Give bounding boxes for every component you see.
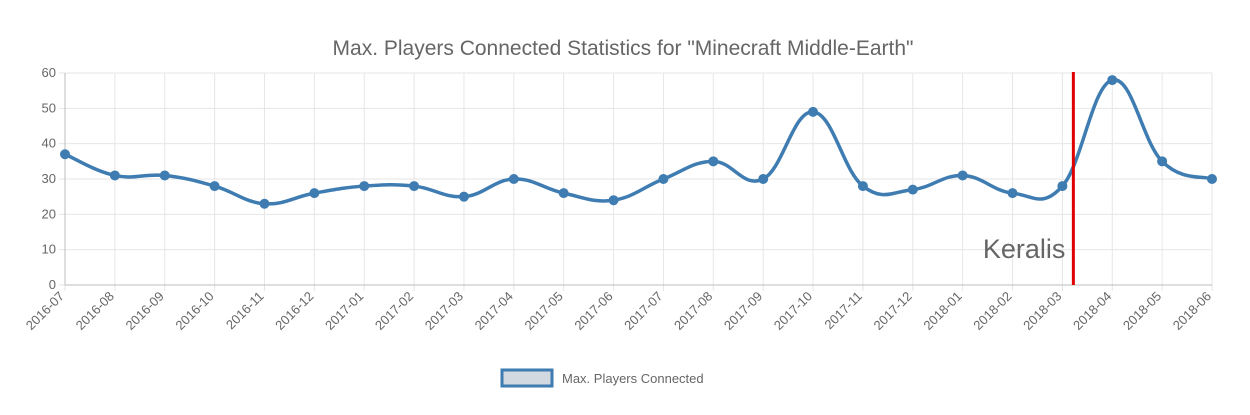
- y-tick-label: 0: [49, 277, 56, 292]
- x-tick-label: 2017-02: [372, 289, 416, 333]
- x-tick-label: 2017-04: [472, 289, 516, 333]
- x-tick-label: 2017-11: [821, 289, 865, 333]
- data-point[interactable]: [608, 195, 619, 206]
- data-point[interactable]: [109, 170, 120, 181]
- x-tick-label: 2016-09: [123, 289, 167, 333]
- x-tick-label: 2016-12: [272, 289, 316, 333]
- x-tick-label: 2017-10: [771, 289, 815, 333]
- legend-swatch[interactable]: [500, 368, 554, 388]
- data-point[interactable]: [808, 106, 819, 117]
- y-tick-label: 40: [42, 136, 56, 151]
- data-point[interactable]: [259, 198, 270, 209]
- x-tick-label: 2017-06: [571, 289, 615, 333]
- x-tick-label: 2016-11: [223, 289, 267, 333]
- series: [60, 75, 1217, 209]
- data-point[interactable]: [159, 170, 170, 181]
- data-point[interactable]: [907, 184, 918, 195]
- annotation-label: Keralis: [983, 234, 1066, 264]
- series-line: [64, 78, 1213, 206]
- data-point[interactable]: [508, 174, 519, 184]
- x-tick-label: 2017-07: [621, 289, 665, 333]
- data-point[interactable]: [209, 181, 220, 192]
- data-point[interactable]: [1057, 181, 1068, 192]
- x-tick-label: 2018-06: [1170, 289, 1214, 333]
- legend-label[interactable]: Max. Players Connected: [562, 371, 704, 386]
- x-tick-label: 2017-12: [871, 289, 915, 333]
- x-tick-label: 2018-05: [1120, 289, 1164, 333]
- data-point[interactable]: [60, 149, 70, 160]
- data-point[interactable]: [458, 191, 469, 202]
- x-tick-label: 2017-05: [521, 289, 565, 333]
- x-tick-label: 2017-03: [422, 289, 466, 333]
- y-tick-label: 50: [42, 100, 56, 115]
- data-point[interactable]: [309, 188, 320, 199]
- y-tick-label: 60: [42, 65, 56, 80]
- x-tick-label: 2016-08: [73, 289, 117, 333]
- x-tick-label: 2016-10: [172, 289, 216, 333]
- chart-title: Max. Players Connected Statistics for "M…: [333, 37, 914, 60]
- y-tick-label: 10: [42, 242, 56, 257]
- data-point[interactable]: [857, 181, 868, 192]
- x-tick-label: 2017-01: [322, 289, 366, 333]
- data-point[interactable]: [658, 174, 669, 184]
- x-tick-label: 2017-09: [721, 289, 765, 333]
- y-tick-label: 20: [42, 206, 56, 221]
- data-point[interactable]: [1207, 174, 1217, 184]
- annotation: Keralis: [983, 72, 1075, 285]
- data-point[interactable]: [1107, 75, 1118, 86]
- legend[interactable]: Max. Players Connected: [500, 368, 704, 388]
- data-point[interactable]: [558, 188, 569, 199]
- y-tick-label: 30: [42, 171, 56, 186]
- x-tick-label: 2018-04: [1070, 289, 1114, 333]
- data-point[interactable]: [1157, 156, 1168, 167]
- x-tick-label: 2016-07: [23, 289, 67, 333]
- data-point[interactable]: [409, 181, 420, 192]
- data-point[interactable]: [758, 174, 769, 184]
- x-tick-label: 2018-02: [970, 289, 1014, 333]
- data-point[interactable]: [359, 181, 370, 192]
- data-point[interactable]: [1007, 188, 1018, 199]
- x-tick-label: 2018-01: [920, 289, 964, 333]
- x-tick-label: 2017-08: [671, 289, 715, 333]
- data-point[interactable]: [957, 170, 968, 181]
- x-tick-label: 2018-03: [1020, 289, 1064, 333]
- data-point[interactable]: [708, 156, 719, 167]
